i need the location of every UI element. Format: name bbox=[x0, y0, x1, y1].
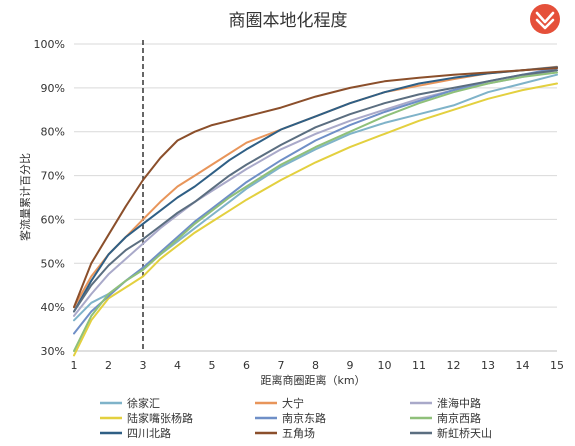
legend-item: 四川北路 bbox=[100, 427, 171, 440]
series-lines bbox=[73, 65, 558, 357]
legend-label: 新虹桥天山 bbox=[437, 426, 492, 440]
x-tick-label: 10 bbox=[378, 359, 392, 372]
x-tick-label: 6 bbox=[243, 359, 250, 372]
y-tick-label: 30% bbox=[41, 345, 65, 358]
x-tick-label: 5 bbox=[209, 359, 216, 372]
x-tick-label: 15 bbox=[550, 359, 564, 372]
x-tick-label: 1 bbox=[71, 359, 78, 372]
legend-label: 南京东路 bbox=[282, 411, 326, 425]
legend-item: 淮海中路 bbox=[410, 396, 481, 410]
y-axis-label: 客流量累计百分比 bbox=[18, 153, 32, 241]
x-tick-label: 2 bbox=[105, 359, 112, 372]
y-tick-label: 80% bbox=[41, 126, 65, 139]
x-tick-label: 14 bbox=[516, 359, 530, 372]
series-line bbox=[73, 71, 558, 352]
x-tick-label: 7 bbox=[278, 359, 285, 372]
legend-item: 南京东路 bbox=[255, 411, 326, 425]
chart-title: 商圈本地化程度 bbox=[229, 11, 348, 31]
legend-item: 新虹桥天山 bbox=[410, 426, 492, 440]
y-axis-ticks: 30% 40% 50% 60% 70% 80% 90% 100% bbox=[34, 38, 65, 358]
x-tick-label: 13 bbox=[481, 359, 495, 372]
x-tick-label: 8 bbox=[312, 359, 319, 372]
y-tick-label: 40% bbox=[41, 301, 65, 314]
y-tick-label: 90% bbox=[41, 82, 65, 95]
x-tick-label: 3 bbox=[140, 359, 147, 372]
legend-label: 陆家嘴张杨路 bbox=[127, 411, 193, 425]
legend-label: 大宁 bbox=[282, 396, 304, 410]
legend-item: 陆家嘴张杨路 bbox=[100, 411, 193, 425]
x-tick-label: 12 bbox=[447, 359, 461, 372]
legend-label: 五角场 bbox=[282, 426, 315, 440]
x-tick-label: 11 bbox=[412, 359, 426, 372]
x-tick-label: 9 bbox=[347, 359, 354, 372]
legend-label: 淮海中路 bbox=[437, 396, 481, 410]
legend-item: 大宁 bbox=[255, 396, 304, 410]
y-tick-label: 100% bbox=[34, 38, 65, 51]
series-line bbox=[73, 66, 558, 313]
series-line bbox=[73, 67, 558, 309]
series-line bbox=[73, 73, 558, 322]
series-line bbox=[73, 82, 558, 357]
series-line bbox=[73, 69, 558, 313]
legend-label: 徐家汇 bbox=[127, 396, 160, 410]
y-tick-label: 70% bbox=[41, 170, 65, 183]
x-axis-label: 距离商圈距离（km） bbox=[260, 373, 365, 387]
logo-icon bbox=[530, 4, 560, 34]
legend-item: 南京西路 bbox=[410, 411, 481, 425]
x-tick-label: 4 bbox=[174, 359, 181, 372]
grid-lines bbox=[74, 43, 557, 352]
legend-label: 四川北路 bbox=[127, 427, 171, 440]
y-tick-label: 60% bbox=[41, 213, 65, 226]
x-axis-ticks: 1 2 3 4 5 6 7 8 9 10 11 12 13 14 15 bbox=[71, 359, 565, 372]
legend-label: 南京西路 bbox=[437, 411, 481, 425]
series-line bbox=[73, 69, 558, 317]
y-tick-label: 50% bbox=[41, 257, 65, 270]
legend-item: 五角场 bbox=[255, 426, 315, 440]
series-line bbox=[73, 67, 558, 335]
legend-item: 徐家汇 bbox=[100, 396, 160, 410]
series-line bbox=[73, 65, 558, 309]
